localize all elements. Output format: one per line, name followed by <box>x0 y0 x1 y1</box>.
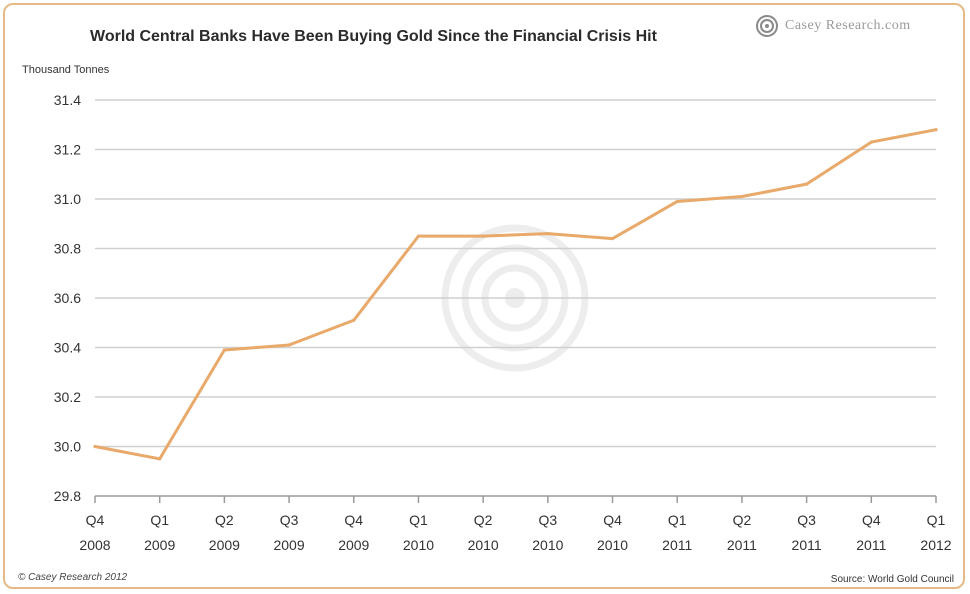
x-tick-quarter: Q3 <box>280 512 299 528</box>
y-tick-label: 30.2 <box>54 389 81 405</box>
x-tick-quarter: Q1 <box>668 512 687 528</box>
x-tick-quarter: Q4 <box>344 512 363 528</box>
data-point <box>675 199 679 204</box>
y-tick-label: 30.6 <box>54 290 81 306</box>
x-tick-year: 2010 <box>403 537 434 553</box>
x-tick-quarter: Q1 <box>409 512 428 528</box>
brand-logo-block: Casey Research.com <box>755 14 911 38</box>
y-axis-label: Thousand Tonnes <box>22 64 110 76</box>
x-tick-quarter: Q2 <box>474 512 493 528</box>
x-tick-year: 2012 <box>920 537 951 553</box>
x-tick-year: 2009 <box>209 537 240 553</box>
y-tick-label: 31.0 <box>54 191 81 207</box>
y-tick-label: 30.4 <box>54 340 81 356</box>
data-point <box>546 232 550 236</box>
x-tick-quarter: Q1 <box>927 512 946 528</box>
data-point <box>416 234 421 238</box>
x-tick-year: 2011 <box>792 537 822 553</box>
x-tick-quarter: Q4 <box>862 512 881 528</box>
y-tick-label: 30.0 <box>54 439 81 455</box>
x-tick-year: 2008 <box>79 537 110 553</box>
data-point <box>805 182 809 186</box>
y-tick-label: 31.4 <box>54 92 81 108</box>
x-tick-year: 2009 <box>338 537 369 553</box>
data-point <box>352 318 356 322</box>
series-line <box>93 128 938 461</box>
x-tick-year: 2011 <box>727 537 757 553</box>
x-tick-year: 2011 <box>662 537 692 553</box>
data-point <box>481 234 485 238</box>
y-tick-label: 31.2 <box>54 142 81 158</box>
data-point <box>93 444 97 449</box>
x-tick-year: 2010 <box>597 537 628 553</box>
data-point <box>934 128 938 132</box>
data-point <box>869 140 873 144</box>
y-tick-label: 29.8 <box>54 488 81 504</box>
spiral-logo-icon <box>756 15 778 37</box>
x-tick-year: 2009 <box>144 537 175 553</box>
x-tick-quarter: Q2 <box>215 512 234 528</box>
x-tick-quarter: Q3 <box>539 512 558 528</box>
y-tick-label: 30.8 <box>54 241 81 257</box>
x-tick-year: 2011 <box>856 537 886 553</box>
data-point <box>287 343 291 347</box>
x-tick-year: 2009 <box>273 537 304 553</box>
data-point <box>610 237 615 241</box>
x-tick-year: 2010 <box>532 537 563 553</box>
x-tick-year: 2010 <box>468 537 499 553</box>
data-point <box>158 457 162 461</box>
x-tick-quarter: Q1 <box>150 512 169 528</box>
x-tick-quarter: Q2 <box>733 512 752 528</box>
brand-name: Casey Research.com <box>785 18 911 33</box>
x-tick-quarter: Q3 <box>797 512 816 528</box>
x-tick-quarter: Q4 <box>603 512 622 528</box>
chart-title: World Central Banks Have Been Buying Gol… <box>90 28 657 45</box>
x-tick-quarter: Q4 <box>86 512 105 528</box>
data-point <box>740 194 744 199</box>
data-point <box>222 348 226 352</box>
source-note: Source: World Gold Council <box>830 574 954 585</box>
copyright-note: © Casey Research 2012 <box>18 572 128 583</box>
